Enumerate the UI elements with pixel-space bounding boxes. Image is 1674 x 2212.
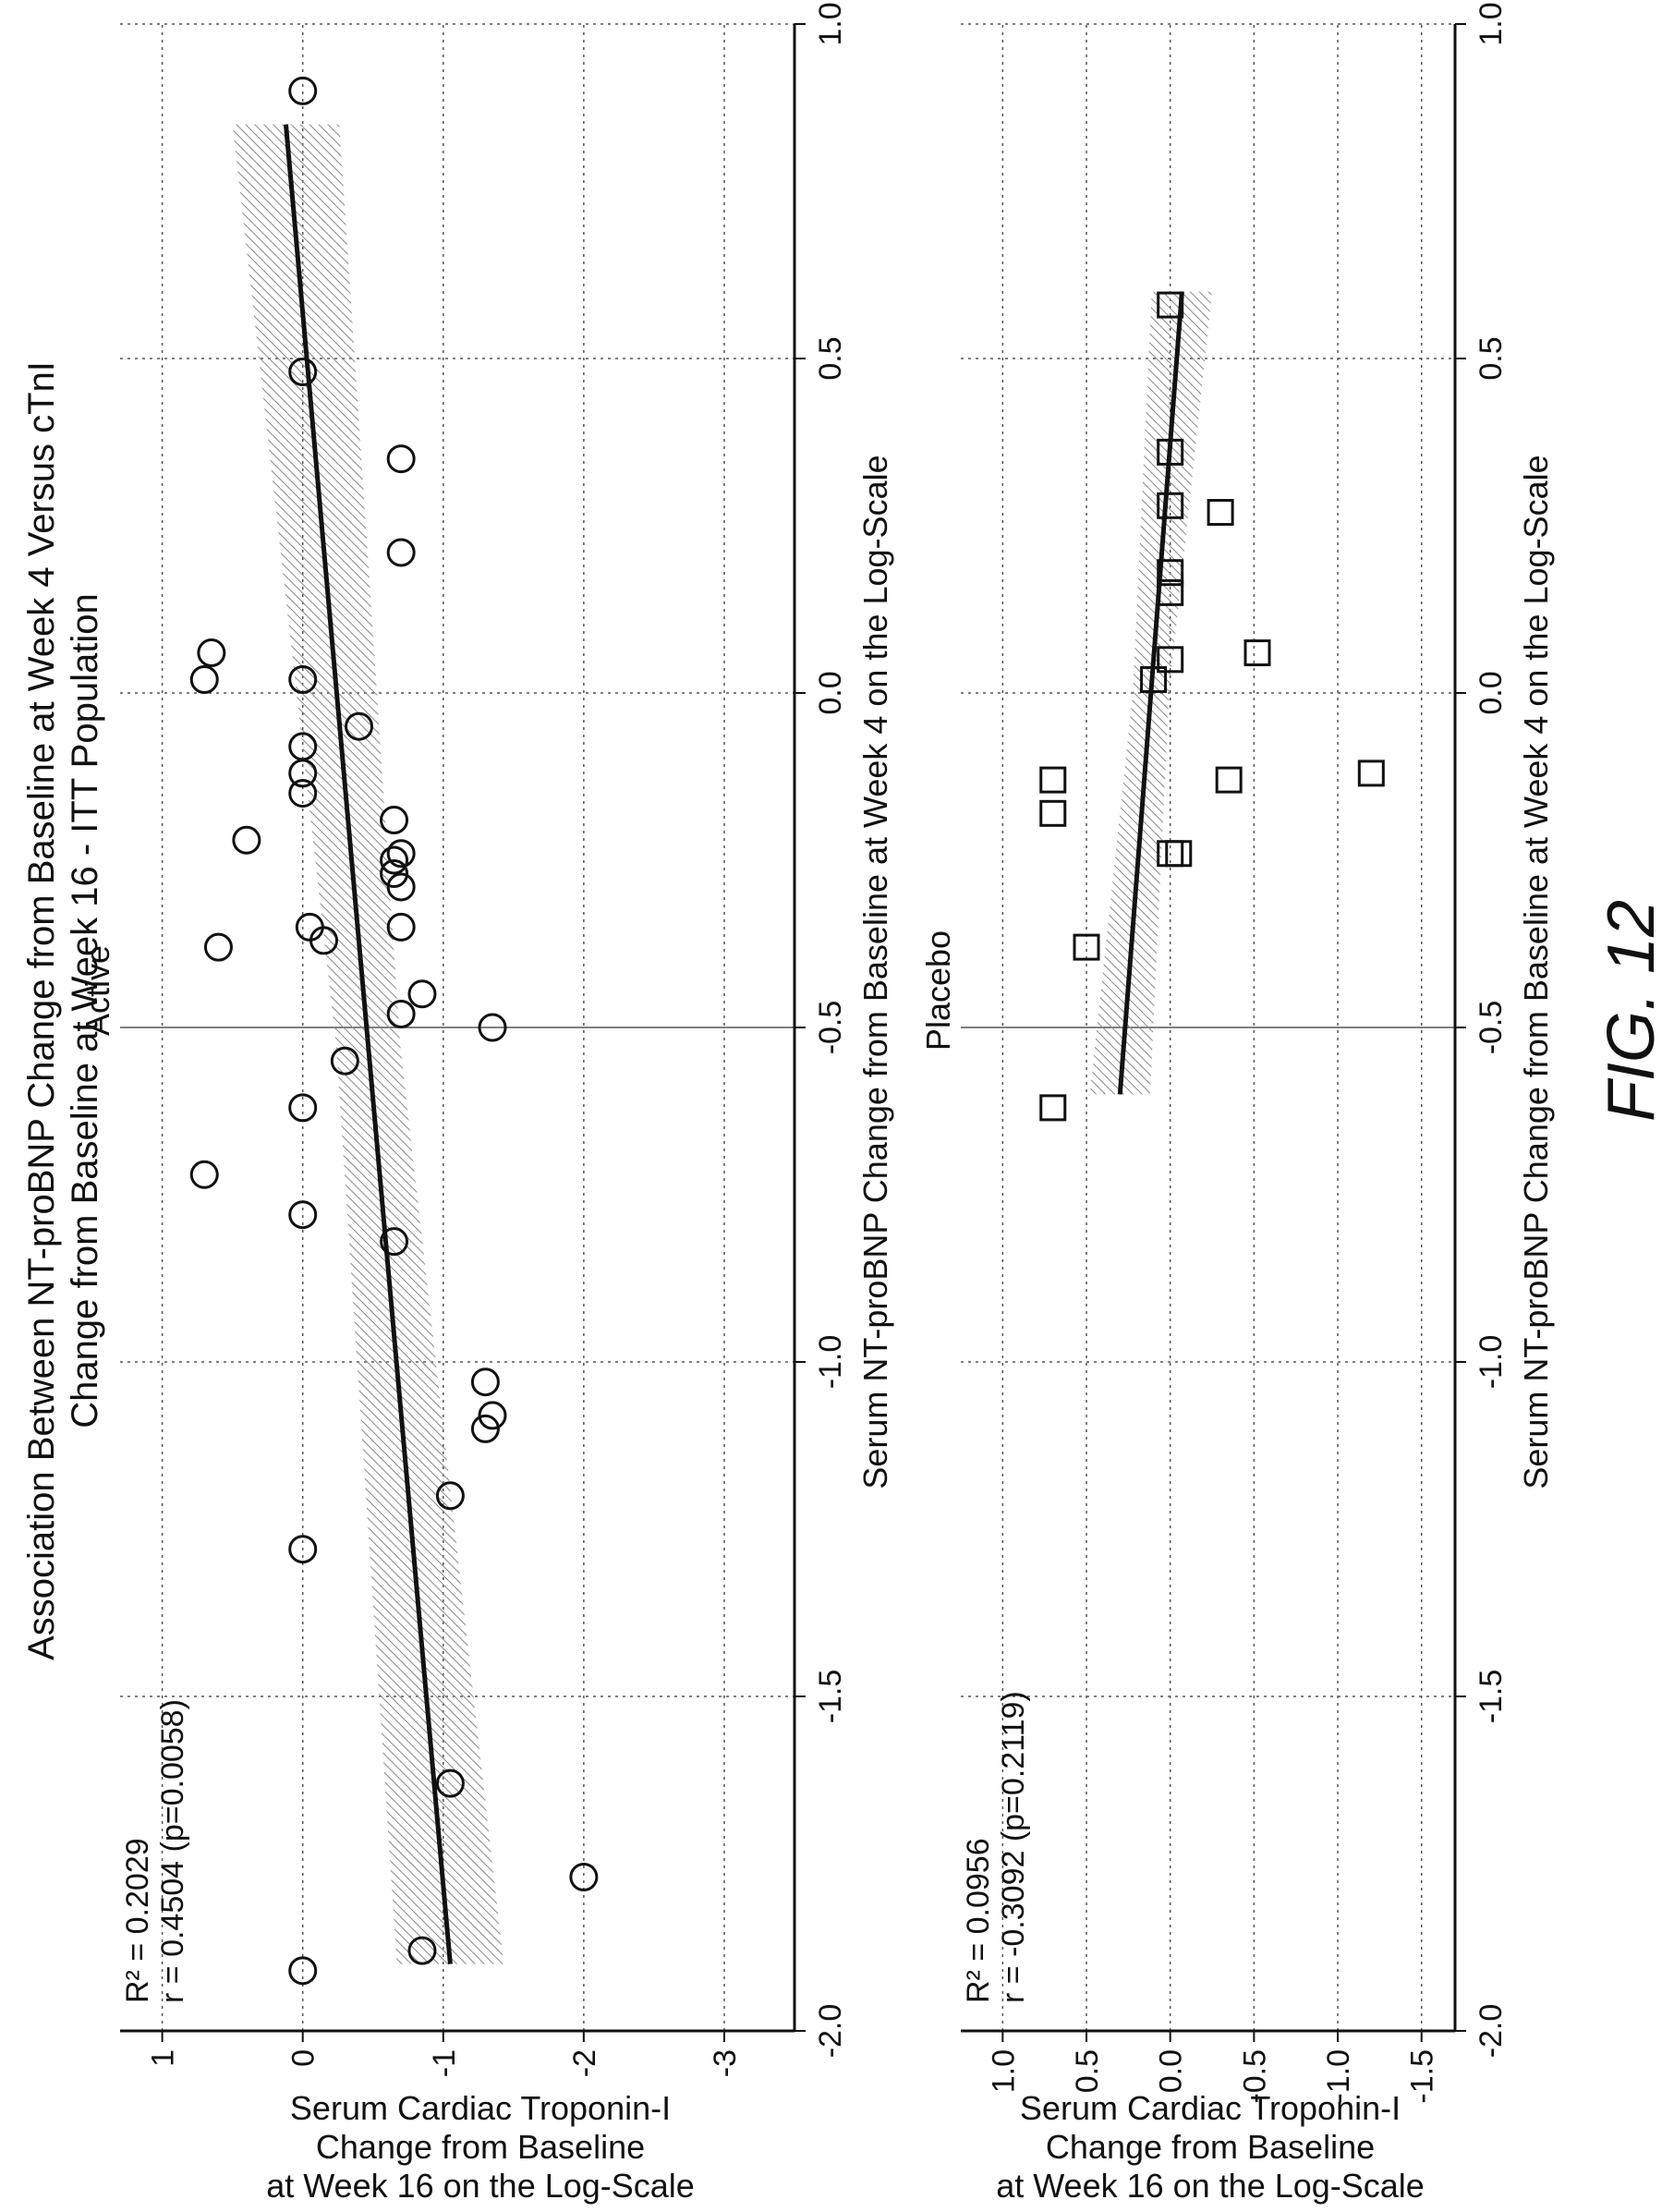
active-point-5 [435,1481,465,1511]
active-point-25 [380,806,409,835]
placebo-ytick-label-1: 0.5 [1070,2049,1105,2093]
active-point-23 [386,839,416,869]
active-y-axis-label: Serum Cardiac Troponin-I Change from Base… [266,2089,695,2205]
active-point-31 [288,665,318,695]
placebo-point-12 [1157,559,1184,587]
active-point-16 [386,1000,416,1029]
placebo-r-stat: r = -0.3092 (p=0.2119) [996,1691,1031,2003]
active-point-33 [197,638,226,668]
active-ytick-label-0: 1 [146,2049,181,2067]
placebo-xtick-label-0: -2.0 [1474,2004,1509,2059]
active-point-30 [345,711,374,741]
active-r-stat: r = 0.4504 (p=0.0058) [155,1699,190,2003]
placebo-point-7 [1357,760,1385,787]
active-point-18 [295,912,324,942]
active-panel: -2.0 -1.5 -1.0 -0.5 0.0 0.5 1.0 1 0 -1 -2 -3 Serum N… [79,2,894,2205]
active-point-19 [203,932,233,962]
placebo-xtick-label-3: -0.5 [1474,1001,1509,1055]
active-point-36 [386,444,416,474]
active-point-26 [232,825,261,855]
active-point-4 [288,1535,318,1564]
active-ytick-label-1: 0 [286,2049,321,2067]
active-point-35 [288,357,318,386]
active-point-8 [470,1367,500,1397]
active-point-37 [288,76,318,105]
placebo-ytick-label-2: 0.0 [1154,2049,1189,2093]
active-point-1 [407,1936,437,1965]
active-panel-title: Active [79,945,116,1036]
placebo-xtick-label-4: 0.0 [1474,671,1509,714]
active-xtick-label-2: -1.0 [813,1335,848,1390]
active-point-32 [189,665,219,695]
active-point-6 [470,1414,500,1443]
active-point-34 [386,538,416,567]
figure-title-line1: Association Between NT-proBNP Change fro… [21,361,62,1660]
active-point-27 [288,779,318,808]
placebo-y-axis-label: Serum Cardiac Troponin-I Change from Base… [996,2089,1425,2205]
active-point-15 [407,979,437,1009]
figure-caption: FIG. 12 [1595,900,1668,1122]
active-point-3 [435,1768,465,1798]
placebo-ytick-label-3: -0.5 [1237,2049,1272,2104]
placebo-point-9 [1157,646,1184,674]
placebo-ytick-label-0: 1.0 [986,2049,1021,2093]
placebo-panel: -2.0 -1.5 -1.0 -0.5 0.0 0.5 1.0 1.0 0.5 0.0 -0.5 -1… [919,2,1555,2205]
placebo-ytick-label-4: -1.0 [1321,2049,1356,2104]
active-point-12 [288,1093,318,1123]
active-xtick-label-6: 1.0 [813,2,848,45]
placebo-point-6 [1215,766,1243,794]
placebo-point-13 [1207,499,1234,527]
placebo-xtick-label-6: 1.0 [1474,2,1509,45]
active-ytick-label-2: -1 [427,2049,462,2077]
active-point-10 [288,1200,318,1230]
figure-title-line2: Change from Baseline at Week 16 - ITT Po… [65,593,105,1428]
active-xtick-label-5: 0.5 [813,336,848,380]
active-xtick-label-0: -2.0 [813,2004,848,2059]
active-point-2 [569,1862,599,1891]
placebo-point-8 [1140,666,1168,694]
active-point-24 [380,845,409,875]
placebo-xtick-label-5: 0.5 [1474,336,1509,380]
active-point-9 [380,1227,409,1257]
placebo-ytick-label-5: -1.5 [1405,2049,1440,2104]
placebo-point-15 [1157,438,1184,466]
active-y-axis-label-text: Serum Cardiac Troponin-I Change from Base… [266,2089,695,2205]
active-point-11 [189,1160,219,1189]
active-point-20 [386,912,416,942]
placebo-point-3 [1165,840,1193,868]
active-r2-stat: R² = 0.2029 [120,1838,155,2003]
placebo-point-11 [1157,578,1184,606]
placebo-point-16 [1157,291,1184,319]
active-ytick-label-4: -3 [708,2049,743,2077]
placebo-point-1 [1073,933,1100,961]
active-x-axis-label: Serum NT-proBNP Change from Baseline at … [856,455,894,1489]
active-xtick-label-3: -0.5 [813,1001,848,1055]
active-point-22 [380,858,409,888]
active-xtick-label-4: 0.0 [813,671,848,714]
active-point-0 [288,1956,318,1986]
active-point-7 [478,1401,507,1430]
active-ytick-label-3: -2 [567,2049,602,2077]
active-point-13 [330,1046,359,1076]
placebo-point-4 [1039,799,1067,827]
placebo-y-axis-label-text: Serum Cardiac Troponin-I Change from Base… [996,2089,1425,2205]
active-fit-line [283,124,453,1964]
placebo-point-5 [1039,766,1067,794]
placebo-xtick-label-1: -1.5 [1474,1670,1509,1724]
active-point-29 [288,732,318,761]
active-xtick-label-1: -1.5 [813,1670,848,1724]
placebo-point-14 [1157,492,1184,519]
placebo-r2-stat: R² = 0.0956 [961,1838,996,2003]
placebo-point-0 [1039,1094,1067,1122]
placebo-panel-title: Placebo [919,930,957,1051]
placebo-point-10 [1243,639,1271,667]
active-point-14 [478,1013,507,1042]
placebo-x-axis-label: Serum NT-proBNP Change from Baseline at … [1517,455,1555,1489]
placebo-xtick-label-2: -1.0 [1474,1335,1509,1390]
active-point-21 [386,872,416,902]
